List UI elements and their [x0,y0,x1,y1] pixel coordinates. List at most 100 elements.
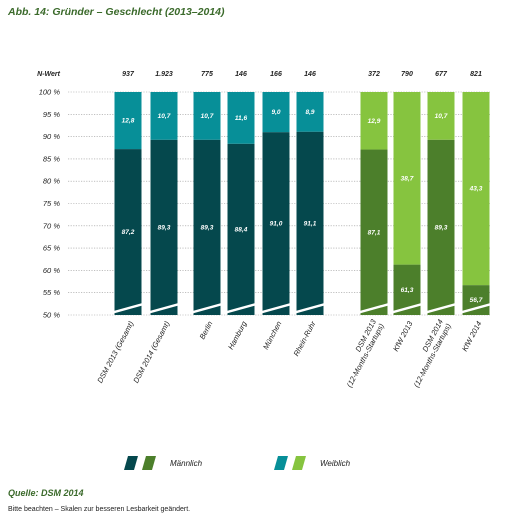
bar-weiblich [296,92,324,132]
data-label-maennlich: 61,3 [401,287,414,294]
data-label-weiblich: 10,7 [158,113,171,120]
n-value: 677 [435,71,448,78]
x-category-label-line: DSM 2013 (Gesamt) [95,319,135,384]
y-tick-label: 55 % [43,288,60,297]
x-category-label: DSM 2013(12-Months-Startups) [337,317,387,389]
y-tick-label: 85 % [43,154,60,163]
n-value: 821 [470,71,482,78]
x-category-label: DSM 2014 (Gesamt) [131,319,171,384]
axis-break-mark [226,303,256,314]
data-label-maennlich: 89,3 [201,224,214,231]
data-label-weiblich: 12,8 [122,118,135,125]
bar-maennlich [296,131,324,315]
bar-weiblich [227,92,255,144]
n-value: 790 [401,71,413,78]
legend-label: Weiblich [320,459,351,468]
axis-break-mark [295,303,325,314]
bar-weiblich [427,92,455,140]
axis-break-mark [359,303,389,314]
x-category-label: KfW 2013 [391,319,415,353]
bar-weiblich [114,92,142,150]
y-axis-ticks: 50 % 55 % 60 % 65 % 70 % 75 % 80 % 85 % 90 % 95 %… [39,88,61,320]
legend-swatch [292,456,306,470]
data-label-maennlich: 91,1 [304,220,317,227]
y-tick-label: 100 % [39,88,61,97]
n-value: 166 [270,71,282,78]
scale-note: Bitte beachten – Skalen zur besseren Les… [8,506,191,513]
axis-break-mark [113,303,143,314]
data-label-maennlich: 56,7 [470,297,483,304]
data-label-weiblich: 12,9 [368,118,381,125]
n-value-row: 937 1.923 775 146 166 146 372 790 677 821 [122,71,482,78]
y-tick-label: 60 % [43,266,60,275]
data-label-weiblich: 11,6 [235,115,248,122]
y-tick-label: 50 % [43,311,60,320]
data-label-weiblich: 10,7 [435,113,448,120]
n-value: 775 [201,71,213,78]
bar-weiblich [360,92,388,150]
bar-weiblich [462,92,490,286]
bar-maennlich [360,149,388,315]
y-tick-label: 80 % [43,177,60,186]
bar-maennlich [427,139,455,315]
data-label-maennlich: 91,0 [270,221,283,228]
data-label-weiblich: 9,0 [271,109,280,116]
bars: 87,2 12,8 89,3 10,7 89,3 10,7 88,4 11,6 91,0 9,0 9… [113,92,491,315]
bar-weiblich [262,92,290,133]
axis-break-mark [392,303,422,314]
x-category-label-line: Berlin [198,320,215,341]
x-category-label: München [261,320,283,351]
bar-maennlich [193,139,221,315]
x-category-label: Hamburg [226,319,249,351]
x-category-label-line: Hamburg [226,319,249,351]
x-category-label: Rhein-Ruhr [292,319,318,358]
y-tick-label: 70 % [43,221,60,230]
n-value: 937 [122,71,135,78]
bar-maennlich [150,139,178,315]
x-category-label-line: KfW 2013 [391,319,415,353]
n-value: 1.923 [155,71,173,78]
bar-maennlich [114,149,142,315]
axis-break-mark [261,303,291,314]
y-tick-label: 65 % [43,244,60,253]
legend-swatch [274,456,288,470]
n-value: 146 [235,71,247,78]
x-category-label-line: DSM 2014 (Gesamt) [131,319,171,384]
axis-break-mark [192,303,222,314]
x-category-label-line: Rhein-Ruhr [292,319,318,358]
bar-weiblich [393,92,421,265]
x-axis-category-labels: DSM 2013 (Gesamt)DSM 2014 (Gesamt) Berlin… [95,317,483,389]
legend-label: Männlich [170,459,203,468]
n-value: 146 [304,71,316,78]
chart-title: Abb. 14: Gründer – Geschlecht (2013–2014… [8,6,225,18]
axis-break-mark [426,303,456,314]
data-label-maennlich: 89,3 [158,224,171,231]
data-label-maennlich: 89,3 [435,224,448,231]
data-label-maennlich: 87,2 [122,229,135,236]
x-category-label-line: KfW 2014 [460,320,483,353]
legend: Männlich Weiblich [124,456,351,470]
y-tick-label: 75 % [43,199,60,208]
n-value: 372 [368,71,380,78]
x-category-label: Berlin [198,320,215,341]
data-label-weiblich: 43,3 [469,186,483,193]
source-note: Quelle: DSM 2014 [8,488,84,498]
bar-weiblich [193,92,221,140]
data-label-weiblich: 8,9 [305,109,314,116]
axis-break-mark [461,303,491,314]
x-category-label: KfW 2014 [460,320,483,353]
x-category-label: DSM 2013 (Gesamt) [95,319,135,384]
y-tick-label: 95 % [43,110,60,119]
bar-maennlich [262,132,290,315]
data-label-weiblich: 38,7 [401,175,414,182]
n-value-row-label: N-Wert [37,71,60,78]
legend-swatch [142,456,156,470]
bar-maennlich [227,143,255,315]
axis-break-mark [149,303,179,314]
data-label-maennlich: 87,1 [368,229,381,236]
y-tick-label: 90 % [43,132,60,141]
data-label-maennlich: 88,4 [235,226,248,233]
legend-swatch [124,456,138,470]
bar-weiblich [150,92,178,140]
